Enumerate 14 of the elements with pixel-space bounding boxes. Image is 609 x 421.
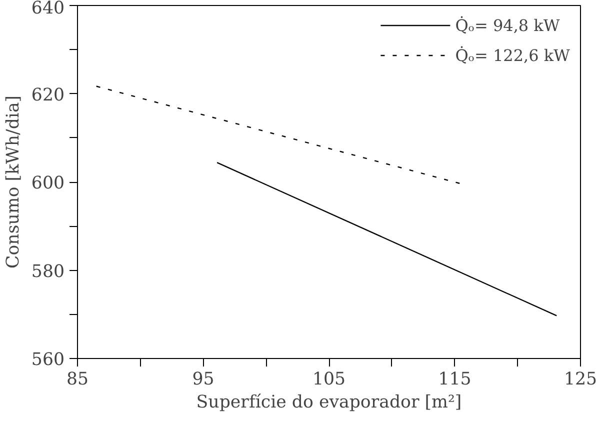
- x-tick-label: 95: [192, 370, 214, 390]
- y-tick-label: 600: [31, 174, 65, 194]
- legend-label: Q̇ₒ= 122,6 kW: [455, 46, 570, 64]
- y-tick-label: 640: [31, 0, 65, 18]
- x-tick-label: 105: [312, 370, 346, 390]
- y-tick-label: 580: [31, 262, 65, 282]
- x-axis-title: Superfície do evaporador [m²]: [196, 392, 462, 412]
- legend-label: Q̇ₒ= 94,8 kW: [455, 16, 560, 34]
- x-tick-label: 125: [564, 370, 598, 390]
- x-tick-label: 85: [66, 370, 89, 390]
- y-axis-title: Consumo [kWh/dia]: [3, 95, 24, 269]
- y-tick-label: 560: [31, 350, 65, 370]
- y-tick-label: 620: [31, 85, 65, 106]
- x-tick-label: 115: [438, 370, 472, 390]
